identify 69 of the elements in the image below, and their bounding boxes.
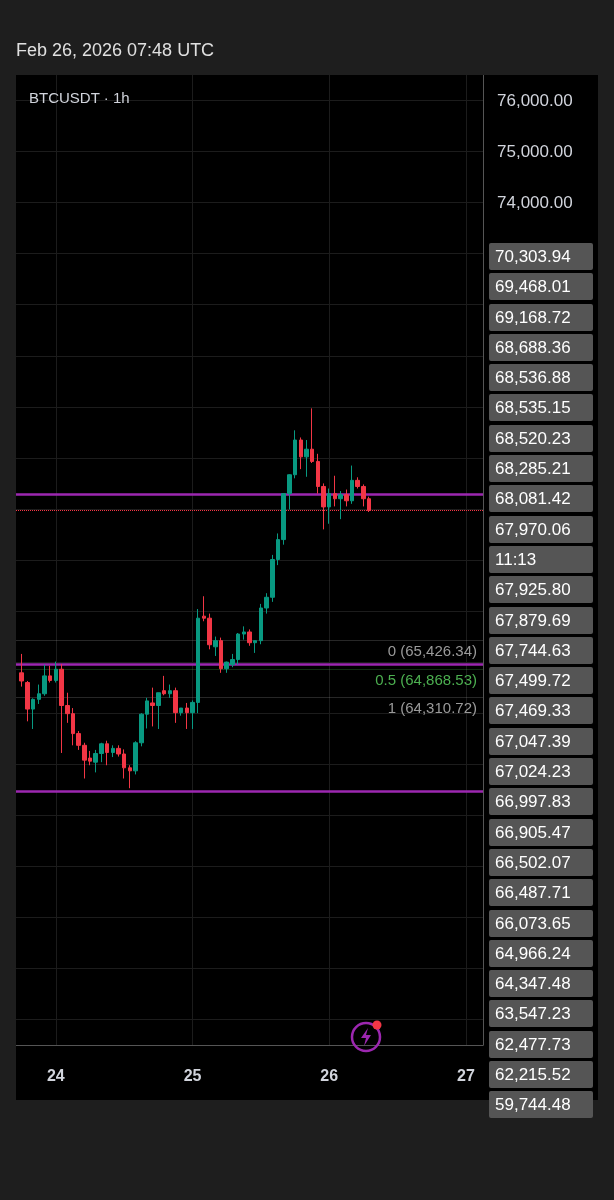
- candlestick: [338, 490, 343, 520]
- candlestick: [111, 744, 115, 758]
- candlestick: [156, 692, 161, 730]
- text: 66,502.07: [489, 848, 593, 876]
- candlestick: [19, 653, 24, 688]
- candlestick: [304, 439, 309, 478]
- text: 67,970.06: [489, 515, 593, 543]
- ref-line-label: 0.5 (64,868.53): [375, 670, 477, 688]
- text: 69,168.72: [489, 303, 593, 331]
- text: 68,520.23: [489, 424, 593, 452]
- ref-line-label: 1 (64,310.72): [387, 699, 477, 717]
- candlestick: [344, 489, 349, 507]
- text: 69,468.01: [489, 273, 593, 301]
- candlestick: [219, 637, 223, 674]
- x-tick-label: 25: [183, 1066, 202, 1084]
- candlestick: [105, 740, 109, 766]
- text: 68,081.42: [489, 485, 593, 513]
- candlestick: [242, 625, 246, 641]
- candlestick: [310, 407, 314, 464]
- text: 64,347.48: [489, 970, 593, 998]
- candlestick: [247, 628, 252, 647]
- x-tick-label: 27: [457, 1066, 475, 1084]
- candlestick: [299, 436, 303, 470]
- text: 11:13: [489, 545, 593, 573]
- candlestick: [168, 684, 172, 699]
- candlestick: [213, 636, 218, 657]
- text: 64,966.24: [489, 939, 593, 967]
- text: 68,536.88: [489, 364, 593, 392]
- ref-line-label: 0 (65,426.34): [387, 642, 477, 660]
- candlestick: [54, 661, 58, 684]
- candlestick: [173, 687, 178, 724]
- candlestick: [185, 702, 189, 730]
- text: 62,477.73: [489, 1030, 593, 1058]
- text: 67,024.23: [489, 758, 593, 786]
- candlestick: [333, 475, 337, 507]
- candlestick: [327, 488, 331, 525]
- text: 63,547.23: [489, 1000, 593, 1028]
- candlestick: [128, 764, 132, 789]
- y-tick-label: 75,000.00: [497, 142, 573, 162]
- candlestick: [48, 665, 52, 684]
- text: 66,487.71: [489, 879, 593, 907]
- x-tick-label: 26: [320, 1066, 339, 1084]
- text: 66,905.47: [489, 818, 593, 846]
- text: 67,499.72: [489, 667, 593, 695]
- text: 67,744.63: [489, 636, 593, 664]
- text: 67,047.39: [489, 727, 593, 755]
- text: 62,215.52: [489, 1061, 593, 1089]
- x-tick-label: 24: [46, 1066, 65, 1084]
- candlestick: [150, 687, 155, 727]
- text: 67,925.80: [489, 576, 593, 604]
- text: 59,744.48: [489, 1091, 593, 1119]
- candlestick: [350, 465, 354, 505]
- candlestick: [162, 675, 166, 696]
- candlestick: [253, 640, 257, 654]
- candlestick: [179, 707, 183, 717]
- y-tick-label: 74,000.00: [497, 193, 573, 213]
- y-tick-label: 76,000.00: [497, 91, 573, 111]
- text: 66,997.83: [489, 788, 593, 816]
- text: 66,073.65: [489, 909, 593, 937]
- text: 67,469.33: [489, 697, 593, 725]
- text: 68,285.21: [489, 455, 593, 483]
- text: 68,688.36: [489, 333, 593, 361]
- text: BTCUSDT · 1h: [29, 89, 130, 106]
- candlestick: [25, 680, 30, 722]
- text: 70,303.94: [489, 243, 593, 270]
- text: 68,535.15: [489, 394, 593, 422]
- candlestick: [31, 697, 35, 730]
- chart-subtitle: Feb 26, 2026 07:48 UTC: [16, 40, 215, 61]
- text: 67,879.69: [489, 606, 593, 634]
